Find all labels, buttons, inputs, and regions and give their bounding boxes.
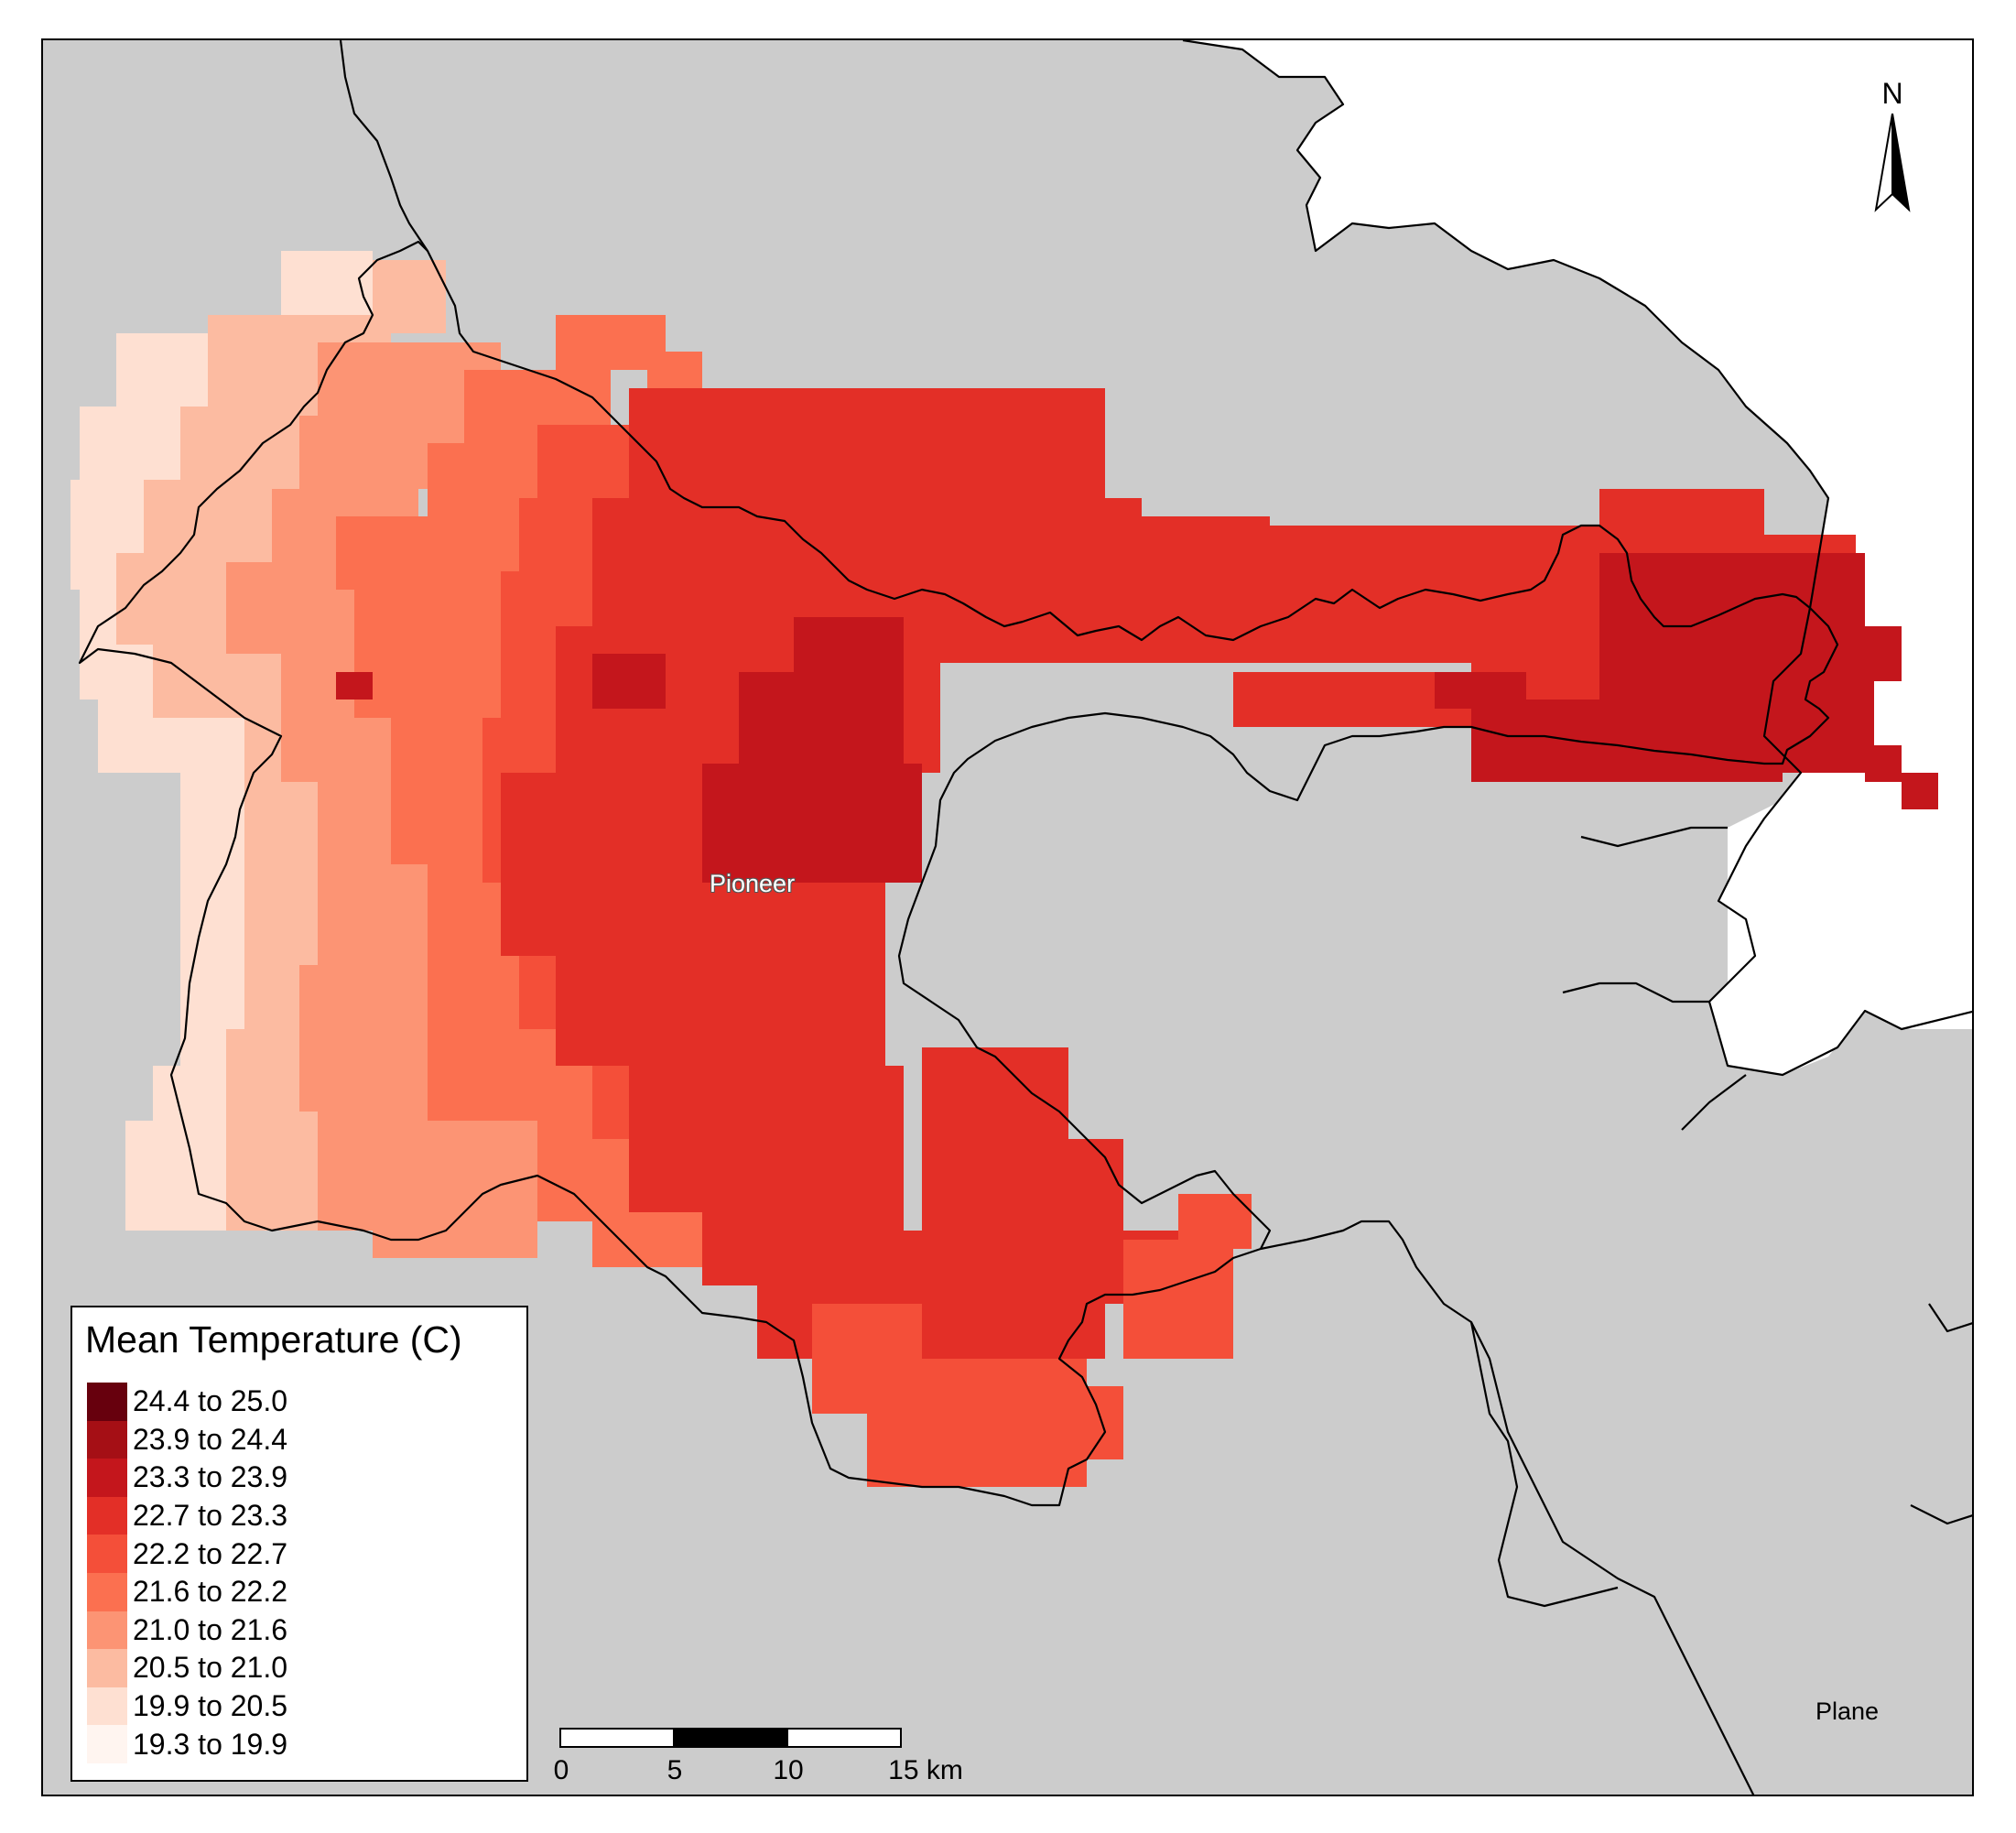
- raster-cell: [739, 672, 849, 773]
- raster-cell: [1865, 626, 1902, 681]
- legend-label: 19.3 to 19.9: [133, 1727, 288, 1761]
- legend-swatch: [87, 1383, 127, 1421]
- legend-label: 20.5 to 21.0: [133, 1651, 288, 1685]
- legend-item: 23.9 to 24.4: [87, 1420, 288, 1459]
- legend-swatch: [87, 1725, 127, 1763]
- raster-cell: [940, 498, 1050, 535]
- legend-label: 24.4 to 25.0: [133, 1384, 288, 1418]
- raster-cell: [354, 590, 519, 718]
- scale-bar-segment: [786, 1728, 902, 1748]
- legend-swatch: [87, 1687, 127, 1726]
- legend: Mean Temperature (C) 24.4 to 25.0 23.9 to…: [70, 1306, 528, 1782]
- north-arrow-icon: [1874, 114, 1911, 212]
- district-boundary-north: [339, 40, 428, 252]
- legend-label: 22.2 to 22.7: [133, 1536, 288, 1570]
- legend-label: 23.9 to 24.4: [133, 1422, 288, 1456]
- raster-cell: [1178, 1194, 1252, 1249]
- legend-swatch: [87, 1459, 127, 1497]
- map-canvas: [70, 40, 1972, 1795]
- legend-swatch: [87, 1420, 127, 1459]
- legend-swatch: [87, 1496, 127, 1535]
- legend-label: 22.7 to 23.3: [133, 1499, 288, 1533]
- legend-label: 21.0 to 21.6: [133, 1612, 288, 1646]
- legend-swatch: [87, 1572, 127, 1611]
- raster-cell: [556, 956, 885, 1066]
- raster-cell: [125, 1121, 235, 1231]
- legend-label: 21.6 to 22.2: [133, 1575, 288, 1609]
- coastline-east: [1182, 40, 1972, 1077]
- legend-item: 21.0 to 21.6: [87, 1611, 287, 1650]
- raster-cell: [299, 965, 428, 1112]
- raster-cell: [1050, 516, 1270, 544]
- raster-cell: [1252, 526, 1599, 553]
- north-arrow: N: [1865, 77, 1920, 214]
- catchment-boundary: [78, 240, 1839, 1507]
- legend-item: 23.3 to 23.9: [87, 1459, 287, 1497]
- estuary-water: [1728, 800, 1972, 1075]
- raster-cell: [1471, 700, 1783, 782]
- legend-swatch: [87, 1611, 127, 1650]
- raster-cell: [592, 654, 666, 709]
- river-inlet: [1562, 826, 1972, 1525]
- raster-cell: [629, 388, 1105, 498]
- legend-item: 19.3 to 19.9: [87, 1725, 287, 1763]
- legend-item: 22.2 to 22.7: [87, 1535, 287, 1573]
- raster-cell: [702, 764, 922, 883]
- legend-item: 20.5 to 21.0: [87, 1649, 287, 1687]
- raster-cell: [336, 672, 373, 700]
- legend-items: 24.4 to 25.0 23.9 to 24.4 23.3 to 23.9 22.7…: [87, 1383, 287, 1763]
- raster-cell: [373, 1194, 537, 1258]
- place-label-pioneer: Pioneer: [710, 870, 796, 897]
- legend-label: 23.3 to 23.9: [133, 1460, 288, 1494]
- place-label-plane: Plane: [1815, 1697, 1880, 1725]
- scale-tick-label: 5: [667, 1755, 683, 1785]
- raster-cell: [373, 260, 446, 333]
- legend-item: 21.6 to 22.2: [87, 1572, 288, 1611]
- map-frame: Pioneer Plane N 0 5 10 15 km Mean Temper…: [41, 38, 1974, 1796]
- north-arrow-label: N: [1881, 77, 1903, 110]
- raster-cell: [812, 1304, 922, 1414]
- temperature-raster: [70, 251, 1938, 1487]
- district-boundary-south: [1260, 1220, 1755, 1795]
- scale-bar-segment: [559, 1728, 675, 1748]
- legend-item: 22.7 to 23.3: [87, 1496, 288, 1535]
- scale-tick-label: 15 km: [888, 1755, 963, 1785]
- raster-cell: [1902, 773, 1938, 809]
- legend-title: Mean Temperature (C): [85, 1318, 462, 1361]
- scale-tick-label: 10: [773, 1755, 804, 1785]
- legend-item: 19.9 to 20.5: [87, 1687, 287, 1726]
- scale-tick-label: 0: [553, 1755, 569, 1785]
- raster-cell: [1123, 1240, 1233, 1359]
- legend-swatch: [87, 1535, 127, 1573]
- raster-cell: [1032, 1386, 1123, 1459]
- raster-cell: [336, 516, 519, 590]
- raster-cell: [1865, 745, 1902, 782]
- scale-bar-segment: [673, 1728, 788, 1748]
- legend-label: 19.9 to 20.5: [133, 1689, 288, 1723]
- raster-cell: [1599, 489, 1764, 544]
- district-boundary-west-south: [1469, 1321, 1619, 1608]
- legend-swatch: [87, 1649, 127, 1687]
- scale-bar: 0 5 10 15 km: [554, 1728, 963, 1792]
- legend-item: 24.4 to 25.0: [87, 1383, 287, 1421]
